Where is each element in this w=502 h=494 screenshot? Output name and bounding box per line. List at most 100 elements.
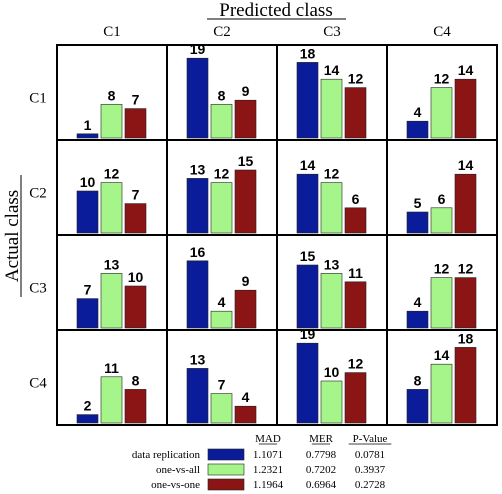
bar-one-vs-all <box>210 182 233 234</box>
bar-value-label: 4 <box>414 294 422 310</box>
bar-one-vs-one <box>124 285 147 329</box>
bar-value-label: 7 <box>84 282 92 298</box>
legend-series-name: data replication <box>132 449 201 461</box>
actual-class-labels: C1 C2 C3 C4 <box>29 91 47 392</box>
bar-value-label: 8 <box>108 87 116 103</box>
bar-data-replication <box>186 368 209 424</box>
bar-one-vs-all <box>430 363 453 424</box>
cell-actual-c4-predicted-c4: 8 14 18 <box>386 329 498 426</box>
cell-actual-c2-predicted-c4: 5 6 14 <box>386 139 498 236</box>
bar-value-label: 12 <box>434 261 450 277</box>
bar-one-vs-all <box>430 277 453 329</box>
bar-value-label: 12 <box>348 356 364 372</box>
bar-value-label: 8 <box>218 87 226 103</box>
bar-value-label: 1 <box>84 117 92 133</box>
bar-one-vs-one <box>234 169 257 234</box>
bar-one-vs-all <box>210 104 233 139</box>
bar-value-label: 13 <box>324 256 340 272</box>
bar-one-vs-one <box>234 405 257 424</box>
bar-value-label: 14 <box>324 62 340 78</box>
predicted-class-label-c1: C1 <box>103 24 121 40</box>
bar-value-label: 13 <box>104 256 120 272</box>
bar-one-vs-all <box>100 182 123 234</box>
bar-one-vs-one <box>124 389 147 424</box>
bar-data-replication <box>406 120 429 139</box>
legend-metric-value: 0.7202 <box>306 464 336 476</box>
bar-value-label: 15 <box>238 153 254 169</box>
cell-actual-c1-predicted-c3: 18 14 12 <box>276 44 388 141</box>
bar-one-vs-one <box>344 372 367 424</box>
bar-value-label: 7 <box>132 187 140 203</box>
bar-value-label: 12 <box>458 261 474 277</box>
predicted-class-label-c2: C2 <box>213 24 231 40</box>
bar-data-replication <box>296 62 319 139</box>
predicted-class-label-c4: C4 <box>433 24 451 40</box>
cell-actual-c4-predicted-c1: 2 11 8 <box>56 329 168 426</box>
bar-value-label: 4 <box>242 389 250 405</box>
bar-data-replication <box>186 57 209 139</box>
cell-actual-c2-predicted-c3: 14 12 6 <box>276 139 388 236</box>
y-axis-title: Actual class <box>2 190 23 282</box>
bar-one-vs-all <box>430 207 453 234</box>
bar-value-label: 18 <box>458 330 474 346</box>
bar-one-vs-all <box>100 273 123 329</box>
bar-one-vs-one <box>454 347 477 424</box>
bar-value-label: 14 <box>458 62 474 78</box>
bar-value-label: 7 <box>132 92 140 108</box>
legend-metric-value: 0.0781 <box>355 449 385 461</box>
actual-class-label-c2: C2 <box>29 186 47 202</box>
bar-one-vs-one <box>234 289 257 329</box>
bar-value-label: 10 <box>80 174 96 190</box>
bar-data-replication <box>76 133 99 139</box>
bar-value-label: 2 <box>84 398 92 414</box>
actual-class-label-c3: C3 <box>29 281 47 297</box>
legend-swatch <box>207 478 245 491</box>
bar-value-label: 11 <box>348 265 363 281</box>
legend-header-mad: MAD <box>255 433 281 445</box>
legend-metric-value: 0.2728 <box>355 479 386 491</box>
bar-data-replication <box>76 414 99 424</box>
bar-value-label: 12 <box>348 71 364 87</box>
bar-value-label: 12 <box>434 71 450 87</box>
bar-data-replication <box>76 298 99 329</box>
legend-header-mer: MER <box>309 433 334 445</box>
bar-value-label: 19 <box>190 41 206 57</box>
cell-actual-c3-predicted-c1: 7 13 10 <box>56 234 168 331</box>
bar-value-label: 10 <box>324 364 340 380</box>
bar-value-label: 14 <box>300 157 316 173</box>
bar-one-vs-one <box>344 281 367 329</box>
legend-metric-value: 0.6964 <box>306 479 337 491</box>
bar-one-vs-all <box>320 380 343 424</box>
bar-value-label: 6 <box>438 191 446 207</box>
legend-metric-value: 1.1071 <box>253 449 283 461</box>
legend-swatch <box>207 448 245 461</box>
bar-value-label: 8 <box>132 372 140 388</box>
legend: MAD MER P-Value data replication 1.1071 0.779… <box>132 433 392 491</box>
bar-one-vs-all <box>210 310 233 329</box>
cell-actual-c2-predicted-c1: 10 12 7 <box>56 139 168 236</box>
legend-metric-value: 0.3937 <box>355 464 386 476</box>
bar-one-vs-all <box>320 78 343 139</box>
cell-actual-c1-predicted-c4: 4 12 14 <box>386 44 498 141</box>
bar-data-replication <box>406 310 429 329</box>
bar-value-label: 7 <box>218 377 226 393</box>
legend-series-name: one-vs-all <box>156 464 200 476</box>
bar-one-vs-one <box>454 173 477 234</box>
bar-value-label: 5 <box>414 195 422 211</box>
cell-actual-c3-predicted-c4: 4 12 12 <box>386 234 498 331</box>
bar-value-label: 9 <box>242 273 250 289</box>
legend-metric-value: 1.1964 <box>253 479 284 491</box>
bar-one-vs-all <box>320 182 343 234</box>
legend-series-name: one-vs-one <box>151 479 200 491</box>
chart-title: Predicted class <box>219 0 332 21</box>
bar-one-vs-one <box>344 207 367 234</box>
predicted-class-labels: C1 C2 C3 C4 <box>103 24 451 40</box>
cell-actual-c4-predicted-c3: 19 10 12 <box>276 326 388 426</box>
legend-metric-value: 1.2321 <box>253 464 283 476</box>
cell-actual-c1-predicted-c2: 198 9 <box>166 41 278 141</box>
bar-one-vs-one <box>124 203 147 234</box>
bar-value-label: 6 <box>352 191 360 207</box>
bar-value-label: 19 <box>300 326 316 342</box>
bar-value-label: 16 <box>190 244 206 260</box>
